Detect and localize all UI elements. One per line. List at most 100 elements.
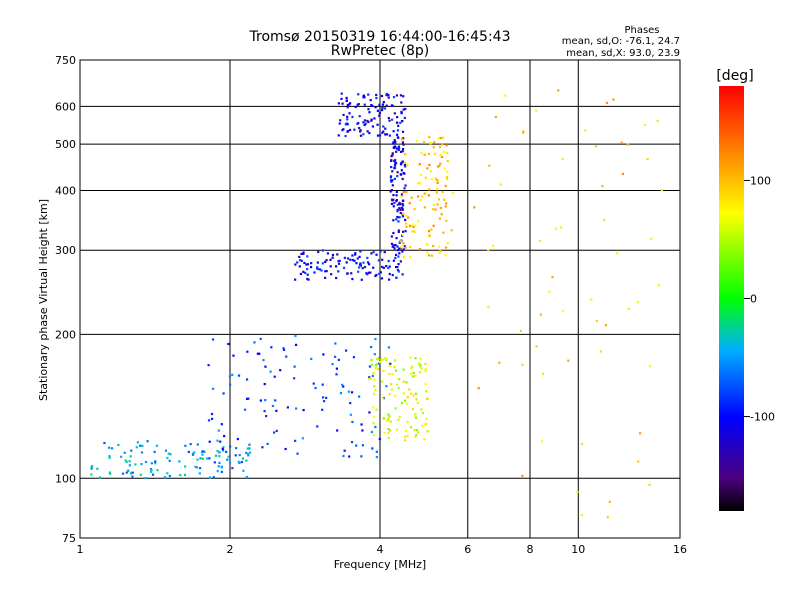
data-point: [639, 432, 642, 435]
data-point: [402, 255, 405, 259]
data-point: [212, 476, 215, 479]
data-point: [391, 184, 394, 187]
data-point: [439, 154, 442, 157]
data-point: [442, 231, 445, 234]
data-point: [341, 383, 344, 386]
data-point: [521, 474, 524, 477]
data-point: [590, 298, 593, 301]
data-point: [129, 472, 133, 475]
data-point: [334, 355, 337, 358]
data-point: [415, 139, 419, 143]
data-point: [96, 467, 99, 470]
data-point: [400, 206, 403, 209]
data-point: [243, 408, 247, 411]
data-point: [294, 407, 298, 410]
data-point: [445, 144, 448, 147]
data-point: [540, 440, 544, 443]
data-point: [262, 359, 265, 362]
data-point: [285, 355, 288, 358]
data-point: [404, 399, 407, 402]
data-point: [144, 476, 147, 480]
data-point: [580, 513, 583, 517]
data-point: [344, 349, 348, 352]
data-point: [335, 367, 338, 370]
data-point: [129, 455, 132, 458]
data-point: [400, 101, 403, 104]
data-point: [397, 270, 401, 273]
data-point: [345, 99, 348, 103]
data-point: [299, 272, 303, 276]
data-point: [441, 143, 444, 146]
data-point: [605, 101, 609, 104]
data-point: [259, 399, 262, 402]
data-point: [237, 374, 241, 377]
data-point: [362, 94, 366, 97]
data-point: [168, 459, 171, 462]
data-point: [396, 249, 400, 252]
data-point: [561, 309, 564, 312]
data-point: [488, 164, 491, 167]
data-point: [397, 136, 400, 139]
data-point: [414, 357, 417, 360]
data-point: [375, 358, 379, 361]
y-tick-label: 600: [55, 100, 76, 113]
data-point: [387, 96, 390, 99]
data-point: [393, 141, 397, 144]
data-point: [446, 160, 449, 163]
data-point: [336, 253, 339, 256]
data-point: [382, 125, 385, 128]
data-point: [430, 254, 433, 257]
data-point: [439, 206, 442, 210]
data-point: [406, 402, 409, 405]
data-point: [361, 444, 364, 447]
data-point: [394, 162, 398, 165]
data-point: [409, 224, 412, 228]
data-point: [580, 442, 583, 446]
data-point: [302, 270, 305, 273]
data-point: [401, 160, 404, 163]
colorbar-tick-label: 0: [750, 293, 757, 306]
data-point: [359, 130, 362, 133]
data-point: [416, 401, 419, 405]
data-point: [427, 429, 430, 433]
data-point: [446, 241, 449, 245]
data-point: [377, 259, 380, 262]
data-point: [220, 423, 223, 426]
data-point: [90, 473, 93, 476]
y-tick-labels: 75 100 200 300 400 500 600 750: [55, 54, 76, 545]
data-point: [401, 250, 404, 253]
data-point: [396, 171, 399, 174]
data-point: [389, 179, 393, 182]
data-point: [404, 107, 407, 111]
data-point: [366, 119, 369, 123]
data-point: [401, 233, 405, 237]
data-point: [384, 127, 387, 130]
data-point: [445, 219, 448, 222]
data-point: [391, 152, 394, 155]
data-point: [388, 364, 391, 368]
data-point: [210, 412, 214, 416]
data-point: [184, 444, 187, 447]
data-point: [436, 203, 439, 206]
data-point: [344, 134, 347, 138]
data-point: [220, 470, 223, 473]
data-point: [437, 245, 441, 248]
data-point: [304, 271, 307, 274]
y-tick-label: 300: [55, 244, 76, 257]
data-point: [223, 434, 226, 438]
data-point: [337, 270, 340, 273]
data-point: [146, 440, 149, 443]
data-point: [420, 367, 423, 370]
data-point: [354, 105, 357, 109]
data-point: [405, 225, 408, 228]
data-point: [241, 457, 245, 460]
data-point: [401, 204, 405, 207]
data-point: [370, 430, 374, 434]
data-point: [373, 117, 376, 120]
data-point: [397, 220, 400, 223]
data-point: [375, 93, 378, 97]
data-point: [342, 266, 346, 269]
data-point: [375, 450, 378, 453]
data-point: [383, 251, 386, 254]
